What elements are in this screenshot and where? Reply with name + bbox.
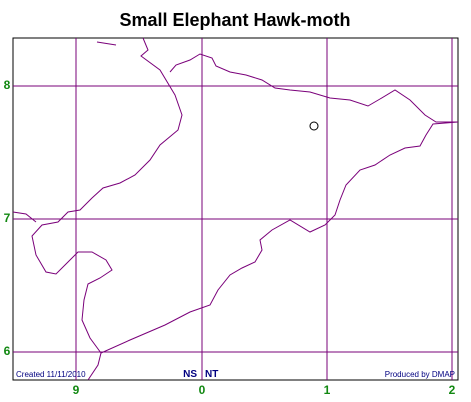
map-title: Small Elephant Hawk-moth [119,10,350,30]
coastline [12,37,459,381]
x-grid-label: 1 [324,383,331,397]
coast [96,41,117,46]
coast [12,211,37,223]
y-grid-label: 8 [4,78,11,92]
y-grid-label: 6 [4,344,11,358]
x-grid-label: 9 [73,383,80,397]
grid-code: NT [205,369,218,380]
coast [31,37,183,354]
coast [169,53,458,123]
y-grid-label: 7 [4,211,11,225]
x-grid-label: 2 [449,383,456,397]
x-grid-label: 0 [199,383,206,397]
map-frame [12,37,459,381]
grid-code: NS [183,369,197,380]
record-dot [309,121,319,131]
created-date: Created 11/11/2010 [16,370,86,379]
coast [87,121,459,381]
credit: Produced by DMAP [385,370,455,379]
grid [13,38,458,380]
